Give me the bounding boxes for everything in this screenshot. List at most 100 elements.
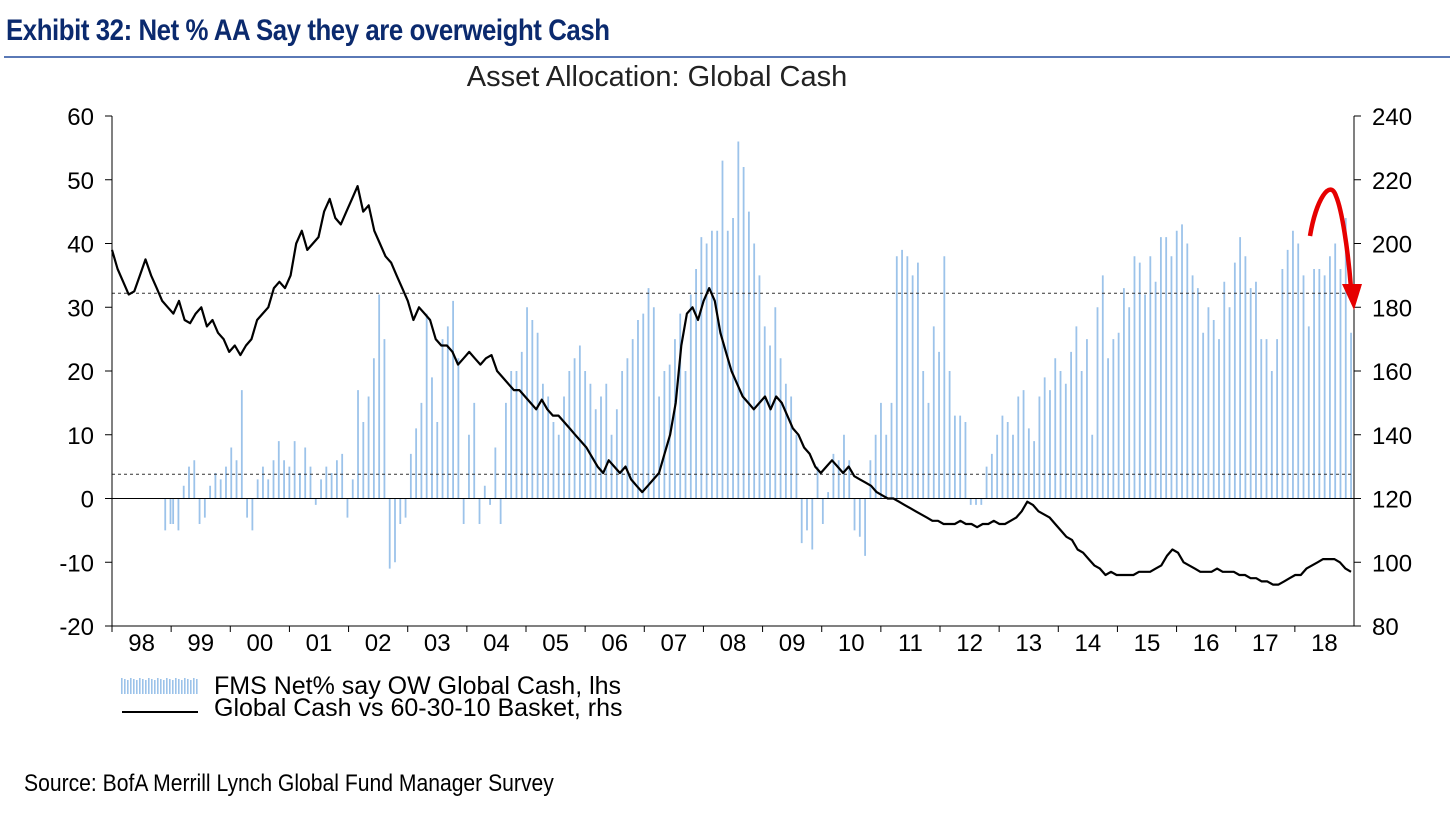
bar-108 bbox=[732, 218, 734, 499]
bar-23 bbox=[283, 460, 285, 499]
bar-69 bbox=[526, 307, 528, 499]
bar-150 bbox=[953, 415, 956, 499]
bar-89 bbox=[631, 339, 634, 499]
bar-208 bbox=[1260, 339, 1263, 499]
bar-114 bbox=[763, 326, 766, 499]
bar-100 bbox=[689, 294, 692, 499]
y-left-tick-label-8: -20 bbox=[59, 614, 94, 641]
bar-47 bbox=[409, 453, 412, 499]
bar-218 bbox=[1313, 269, 1315, 499]
bar-1 bbox=[169, 498, 172, 524]
bar-148 bbox=[943, 256, 946, 499]
x-tick-label-16: 14 bbox=[1075, 630, 1102, 657]
bar-196 bbox=[1196, 288, 1199, 499]
bar-173 bbox=[1075, 326, 1078, 499]
bar-212 bbox=[1281, 269, 1284, 499]
legend-swatch-bar-14 bbox=[163, 680, 165, 694]
bar-207 bbox=[1255, 281, 1257, 499]
bar-126 bbox=[827, 492, 830, 499]
x-tick-label-6: 04 bbox=[483, 630, 510, 657]
bar-56 bbox=[457, 358, 460, 499]
bar-131 bbox=[853, 498, 856, 531]
bar-13 bbox=[230, 447, 233, 499]
bar-95 bbox=[663, 371, 666, 499]
y-right-tick-label-5: 140 bbox=[1372, 423, 1412, 450]
bar-167 bbox=[1043, 377, 1046, 499]
bar-97 bbox=[674, 339, 676, 499]
bar-75 bbox=[557, 434, 560, 499]
bar-157 bbox=[990, 453, 993, 499]
bar-15 bbox=[240, 390, 243, 499]
bar-139 bbox=[895, 256, 898, 499]
bar-10 bbox=[214, 473, 217, 499]
bar-155 bbox=[980, 498, 983, 505]
global-cash-line bbox=[110, 185, 1352, 586]
bar-4 bbox=[182, 485, 185, 499]
x-tick-label-3: 01 bbox=[306, 630, 333, 657]
legend-swatch-bar-12 bbox=[157, 678, 159, 694]
bar-140 bbox=[901, 249, 903, 499]
y-left-tick-label-3: 30 bbox=[67, 295, 94, 322]
bar-146 bbox=[932, 326, 935, 499]
legend-swatch-bar-19 bbox=[178, 679, 180, 694]
bar-209 bbox=[1265, 339, 1268, 499]
bar-39 bbox=[367, 396, 370, 499]
x-tick-label-17: 15 bbox=[1134, 630, 1161, 657]
bar-177 bbox=[1096, 307, 1099, 499]
bar-184 bbox=[1133, 256, 1136, 499]
bar-202 bbox=[1228, 307, 1231, 499]
bar-200 bbox=[1218, 339, 1220, 499]
legend-swatch-bar-7 bbox=[142, 679, 144, 694]
x-tick-label-15: 13 bbox=[1015, 630, 1042, 657]
legend-swatch-bar-9 bbox=[148, 678, 150, 694]
x-tick-label-19: 17 bbox=[1252, 630, 1279, 657]
bar-195 bbox=[1191, 275, 1194, 499]
x-tick-label-0: 98 bbox=[128, 630, 155, 657]
bar-164 bbox=[1027, 428, 1030, 499]
legend: FMS Net% say OW Global Cash, lhs Global … bbox=[121, 672, 623, 722]
legend-swatch-bar-17 bbox=[172, 680, 174, 694]
bar-217 bbox=[1307, 326, 1310, 499]
bar-147 bbox=[938, 351, 940, 499]
bar-18 bbox=[256, 479, 259, 499]
bar-112 bbox=[753, 243, 756, 499]
bar-90 bbox=[637, 320, 639, 499]
red-arrow-head bbox=[1342, 284, 1362, 310]
y-right-tick-label-4: 160 bbox=[1372, 359, 1412, 386]
bar-66 bbox=[510, 371, 513, 499]
legend-bars-swatch bbox=[121, 678, 198, 694]
bar-70 bbox=[531, 320, 534, 499]
y-right-tick-label-8: 80 bbox=[1372, 614, 1399, 641]
bar-29 bbox=[314, 498, 317, 505]
bar-7 bbox=[198, 498, 201, 524]
bar-37 bbox=[357, 390, 359, 499]
bar-107 bbox=[726, 230, 729, 499]
x-tick-label-7: 05 bbox=[542, 630, 569, 657]
bar-0 bbox=[164, 498, 167, 531]
legend-swatch-bar-6 bbox=[139, 678, 141, 694]
bar-94 bbox=[658, 396, 660, 499]
bar-189 bbox=[1159, 237, 1162, 499]
bar-134 bbox=[869, 460, 872, 499]
bar-58 bbox=[468, 434, 470, 499]
bar-104 bbox=[711, 230, 713, 499]
bar-36 bbox=[351, 479, 354, 499]
bar-80 bbox=[584, 371, 587, 499]
bar-11 bbox=[219, 479, 222, 499]
bar-213 bbox=[1286, 249, 1289, 499]
bar-152 bbox=[964, 422, 967, 499]
chart-title: Asset Allocation: Global Cash bbox=[467, 61, 847, 93]
legend-swatch-bar-11 bbox=[154, 680, 156, 694]
bar-79 bbox=[578, 345, 581, 499]
y-left-tick-label-2: 40 bbox=[67, 232, 94, 259]
red-arrow-annotation bbox=[1307, 187, 1362, 310]
bar-171 bbox=[1064, 383, 1067, 499]
bar-193 bbox=[1181, 224, 1183, 499]
legend-swatch-bar-20 bbox=[181, 680, 183, 694]
bar-124 bbox=[816, 466, 819, 499]
bar-102 bbox=[700, 237, 703, 499]
bar-166 bbox=[1038, 396, 1041, 499]
bar-168 bbox=[1049, 390, 1051, 499]
x-tick-label-11: 09 bbox=[779, 630, 806, 657]
y-left-tick-label-0: 60 bbox=[67, 104, 94, 131]
